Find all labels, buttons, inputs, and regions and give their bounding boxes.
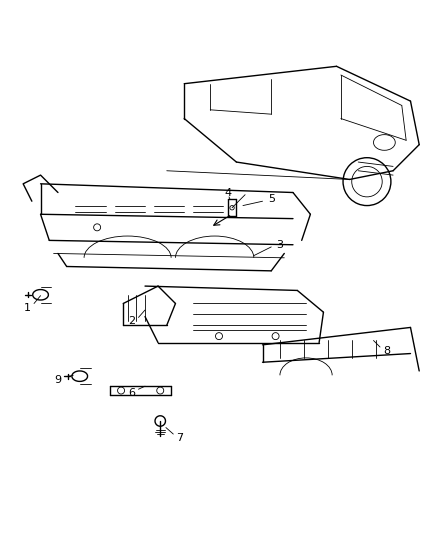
Text: 2: 2	[128, 316, 135, 326]
Text: 6: 6	[128, 387, 135, 398]
Text: 9: 9	[54, 375, 61, 385]
Text: 3: 3	[276, 240, 283, 250]
Text: 8: 8	[383, 346, 390, 357]
Text: 5: 5	[268, 194, 275, 204]
Text: 4: 4	[224, 188, 231, 198]
Text: 1: 1	[24, 303, 31, 313]
Text: 7: 7	[176, 433, 184, 443]
